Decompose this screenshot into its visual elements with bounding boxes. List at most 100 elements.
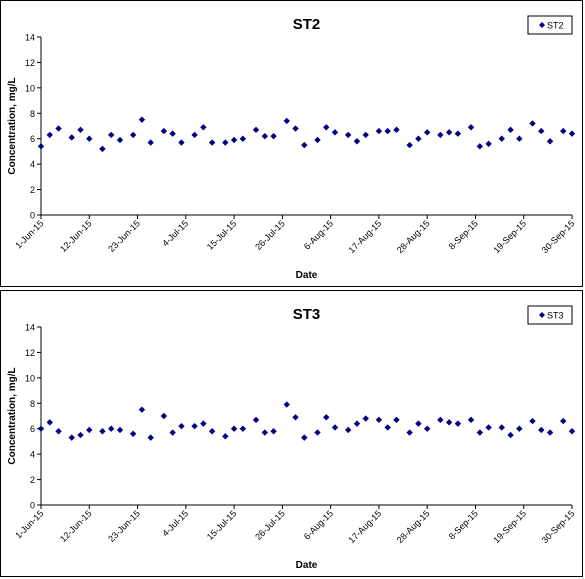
data-point: [538, 426, 545, 434]
data-point: [516, 135, 523, 142]
chart-title: ST2: [293, 16, 321, 33]
data-point: [108, 425, 115, 432]
data-point: [415, 135, 422, 142]
data-point: [252, 126, 260, 134]
data-point: [445, 419, 453, 426]
x-tick-label: 4-Jul-15: [160, 508, 190, 538]
data-point: [99, 145, 106, 153]
data-point: [467, 124, 475, 131]
data-point: [331, 424, 339, 431]
data-point: [375, 416, 383, 424]
data-point: [546, 429, 554, 436]
legend-box: [527, 15, 573, 35]
x-tick-label: 19-Sep-15: [491, 508, 528, 545]
st3-chart-svg: ST3 0 2 4 6 8 10 12 14 1-Jun-15 12-Jun-15 23-Jun-15…: [7, 305, 577, 571]
y-tick-label: 12: [25, 58, 35, 68]
y-tick-label: 0: [30, 211, 35, 221]
x-tick-label: 15-Jul-15: [205, 508, 239, 542]
data-point: [160, 412, 168, 420]
data-point: [529, 120, 536, 127]
x-tick-label: 6-Aug-15: [302, 218, 335, 251]
x-tick-label: 1-Jun-15: [13, 508, 45, 540]
x-tick-label: 8-Sep-15: [447, 508, 480, 541]
data-point: [270, 132, 277, 140]
data-point: [283, 401, 290, 408]
data-point: [108, 131, 115, 139]
data-point: [169, 130, 176, 137]
data-point: [485, 424, 492, 431]
y-tick-label: 10: [25, 83, 35, 93]
data-point: [147, 139, 154, 146]
data-point: [230, 425, 238, 432]
data-point: [467, 416, 475, 424]
data-point: [239, 425, 247, 432]
data-point: [507, 126, 514, 134]
data-point: [86, 135, 93, 142]
legend-marker: [539, 312, 545, 318]
chart-panel-st3: ST3 0 2 4 6 8 10 12 14 1-Jun-15 12-Jun-15 23-Jun-15…: [0, 290, 583, 577]
data-point: [46, 131, 53, 139]
data-point: [222, 433, 229, 440]
data-point: [344, 131, 352, 139]
data-point: [384, 127, 391, 135]
x-tick-label: 26-Jul-15: [253, 508, 287, 542]
data-point: [270, 428, 277, 435]
x-tick-label: 19-Sep-15: [491, 218, 528, 255]
y-tick-label: 8: [30, 109, 35, 119]
data-point: [160, 127, 168, 135]
data-point: [454, 130, 462, 137]
data-point: [362, 415, 369, 422]
data-point: [239, 135, 247, 142]
data-point: [37, 143, 45, 150]
data-point: [169, 429, 176, 436]
x-tick-label: 30-Sep-15: [540, 508, 577, 545]
data-point: [55, 428, 62, 435]
y-axis-title: Concentration, mg/L: [7, 367, 18, 464]
data-point: [476, 429, 484, 436]
data-point: [415, 420, 422, 427]
data-point: [344, 426, 352, 434]
data-point: [99, 428, 106, 435]
data-point: [560, 127, 567, 135]
data-point: [516, 425, 523, 432]
data-point: [406, 141, 413, 149]
data-point: [393, 126, 400, 134]
x-tick-label: 17-Aug-15: [347, 218, 384, 255]
y-tick-label: 2: [30, 185, 35, 195]
y-tick-label: 4: [30, 160, 35, 170]
data-point: [208, 139, 216, 146]
y-tick-label: 8: [30, 399, 35, 409]
x-tick-label: 23-Jun-15: [106, 508, 142, 544]
x-tick-label: 6-Aug-15: [302, 508, 335, 541]
data-point: [362, 131, 369, 139]
x-tick-label: 28-Aug-15: [395, 508, 432, 545]
x-axis-title: Date: [296, 270, 318, 281]
data-point: [200, 124, 207, 131]
data-point: [208, 428, 216, 435]
y-tick-label: 14: [25, 33, 35, 43]
data-point: [200, 420, 207, 427]
data-point: [77, 126, 84, 134]
data-point: [393, 416, 400, 424]
data-point: [116, 136, 124, 144]
y-tick-label: 12: [25, 348, 35, 358]
data-point: [129, 430, 137, 437]
x-tick-label: 4-Jul-15: [160, 218, 190, 248]
data-point: [323, 124, 330, 131]
chart-title: ST3: [293, 306, 321, 323]
x-tick-label: 28-Aug-15: [395, 218, 432, 255]
chart-panel-st2: ST2 0 2 4 6 8 10 12 14 1-Jun-15 12-Jun-15 23-Jun-15…: [0, 0, 583, 287]
data-point: [375, 127, 383, 135]
x-tick-label: 30-Sep-15: [540, 218, 577, 255]
x-tick-label: 8-Sep-15: [447, 218, 480, 251]
x-tick-label: 17-Aug-15: [347, 508, 384, 545]
data-point: [423, 425, 431, 432]
data-point: [138, 406, 146, 413]
data-point: [454, 420, 462, 427]
legend-label: ST3: [547, 311, 564, 321]
data-point: [546, 138, 554, 145]
y-tick-label: 6: [30, 424, 35, 434]
data-point: [568, 428, 576, 435]
y-tick-label: 6: [30, 134, 35, 144]
